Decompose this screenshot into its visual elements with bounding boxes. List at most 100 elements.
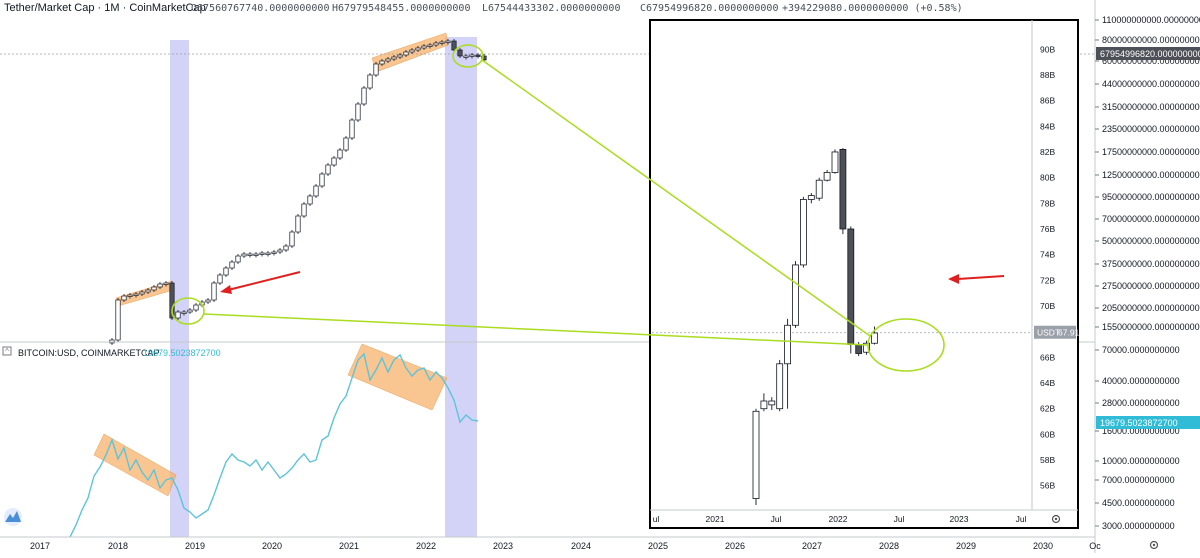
price-axis-label: 1550000000.0000000000	[1102, 322, 1200, 332]
inset-candle	[855, 344, 863, 354]
inset-price-axis-label: 66B	[1040, 352, 1055, 362]
ohlc-high: H67979548455.0000000000	[332, 3, 470, 14]
usdt-candle	[283, 245, 289, 251]
usdt-candle	[277, 249, 283, 253]
inset-time-axis-label: 2023	[950, 514, 969, 524]
usdt-candle	[451, 40, 457, 51]
inset-candle	[800, 199, 807, 266]
time-axis-label: 2017	[30, 541, 50, 551]
inset-price-axis-label: 84B	[1040, 121, 1055, 131]
tradingview-logo-icon[interactable]	[4, 508, 22, 526]
usdt-candle	[445, 40, 451, 43]
inset-settings-gear-icon[interactable]	[1051, 514, 1061, 524]
btc-axis-label: 4500.0000000000	[1102, 498, 1175, 508]
inset-time-axis-label: Jul	[894, 514, 905, 524]
usdt-candle	[427, 44, 433, 47]
usdt-candle	[397, 54, 403, 58]
usdt-candle	[133, 293, 139, 296]
usdt-candle	[367, 74, 373, 89]
ohlc-close: C67954996820.0000000000	[640, 3, 778, 14]
green-connector-2022	[481, 59, 871, 337]
inset-price-axis-label: 86B	[1040, 96, 1055, 106]
inset-candle	[776, 363, 784, 410]
usdt-candle	[217, 274, 223, 284]
inset-candle	[752, 410, 760, 499]
inset-price-axis-label: 90B	[1040, 44, 1055, 54]
inset-price-axis-label: 64B	[1040, 378, 1055, 388]
usdt-candle	[223, 267, 229, 276]
usdt-candle	[349, 119, 355, 139]
usdt-candle	[331, 157, 337, 166]
usdt-candle	[175, 311, 181, 319]
settings-gear-icon[interactable]	[1149, 540, 1159, 550]
usdt-candle	[475, 54, 481, 57]
green-circle-2022	[452, 44, 484, 68]
usdt-candle	[193, 304, 199, 311]
inset-gear-ring	[1051, 514, 1061, 524]
usdt-candle	[373, 63, 379, 76]
inset-price-axis-label: 78B	[1040, 198, 1055, 208]
usdt-candle	[211, 282, 217, 301]
usdt-candle	[343, 137, 349, 151]
usdt-candle	[181, 311, 187, 314]
collapse-legend-glyph: ^	[5, 347, 9, 356]
usdt-candle	[139, 291, 145, 295]
inset-price-axis-label: 56B	[1040, 481, 1055, 491]
usdt-candle	[229, 261, 235, 269]
orange-box-btc-2022	[347, 343, 448, 411]
usdt-candle	[403, 51, 409, 56]
usdt-candle	[481, 55, 487, 61]
price-axis-label: 80000000000.0000000000	[1102, 35, 1200, 45]
green-connector-2018	[203, 313, 869, 346]
time-axis-label: 2025	[648, 541, 668, 551]
inset-price-axis-label: 76B	[1040, 224, 1055, 234]
inset-frame	[649, 19, 1079, 529]
last-price-tag[interactable]	[1096, 47, 1200, 60]
usdt-candle	[415, 47, 421, 51]
usdt-candle	[271, 251, 277, 254]
inset-price-tag[interactable]	[1034, 325, 1076, 339]
btc-last-value-tag[interactable]	[1096, 416, 1200, 429]
inset-price-axis-label: 58B	[1040, 455, 1055, 465]
green-circle-2018	[171, 297, 205, 325]
price-axis-label: 17500000000.0000000000	[1102, 147, 1200, 157]
inset-gear-hub	[1054, 517, 1058, 521]
price-axis-label: 7000000000.0000000000	[1102, 214, 1200, 224]
inset-time-axis-label: Jul	[771, 514, 782, 524]
price-axis-label: 2750000000.0000000000	[1102, 281, 1200, 291]
symbol-title[interactable]: Tether/Market Cap · 1M · CoinMarketCap	[4, 2, 206, 14]
inset-price-axis-label: 82B	[1040, 147, 1055, 157]
usdt-candle	[301, 203, 307, 217]
price-axis-label: 60000000000.0000000000	[1102, 56, 1200, 66]
inset-candle	[760, 400, 768, 410]
time-axis-label: 2024	[571, 541, 591, 551]
usdt-candle	[121, 295, 127, 301]
last-price-tag-label: 67954996820.0000000000	[1100, 49, 1200, 59]
time-axis-label: 2026	[725, 541, 745, 551]
price-axis-label: 23500000000.0000000000	[1102, 124, 1200, 134]
usdt-candle	[169, 282, 175, 319]
btc-axis-label: 28000.0000000000	[1102, 398, 1180, 408]
inset-candle	[784, 324, 791, 365]
usdt-candle	[235, 255, 241, 263]
price-axis-label: 9500000000.0000000000	[1102, 192, 1200, 202]
usdt-candle	[355, 103, 361, 121]
inset-price-axis-label: 72B	[1040, 275, 1055, 285]
inset-time-axis-label: Jul	[1016, 514, 1027, 524]
usdt-candle	[205, 299, 211, 303]
btc-legend-symbol[interactable]: BITCOIN:USD, COINMARKETCAP	[18, 348, 160, 358]
collapse-legend-icon[interactable]	[2, 346, 12, 356]
usdt-candle	[433, 42, 439, 46]
btc-axis-label: 7000.0000000000	[1102, 475, 1175, 485]
usdt-candle	[157, 283, 163, 288]
btc-axis-label: 3000.0000000000	[1102, 521, 1175, 531]
usdt-candle	[295, 215, 301, 233]
inset-price-axis-label: 62B	[1040, 404, 1055, 414]
red-arrow-inset-shaft	[957, 275, 1005, 280]
price-axis-label: 44000000000.0000000000	[1102, 79, 1200, 89]
btc-last-value-tag-label: 19679.5023872700	[1100, 418, 1178, 428]
inset-candle	[792, 264, 799, 326]
usdt-candle	[385, 58, 391, 62]
